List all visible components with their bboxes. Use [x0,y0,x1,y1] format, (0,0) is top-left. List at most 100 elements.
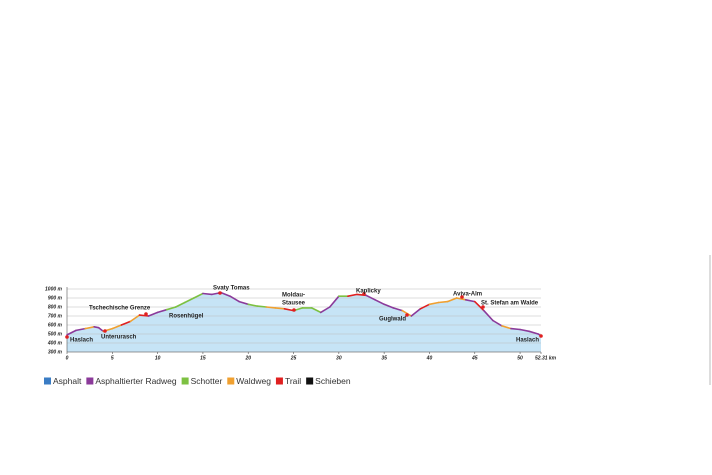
waypoint [362,292,366,296]
y-tick-label: 1000 m [45,286,63,292]
waypoint [481,305,485,309]
waypoint [539,334,543,338]
profile-segment [174,301,186,308]
y-tick-label: 300 m [48,349,63,355]
x-tick-label: 15 [200,355,206,361]
y-tick-label: 500 m [48,331,63,337]
annotation: Svaty Tomas [213,286,250,292]
annotation: Unterurasch [101,335,137,341]
legend-label: Asphaltierter Radweg [95,376,177,386]
profile-segment [483,309,494,322]
y-tick-label: 800 m [48,304,63,310]
profile-segment [97,326,105,333]
profile-segment [111,324,123,330]
annotation: Tschechische Grenze [89,306,151,312]
waypoint [292,308,296,312]
y-tick-label: 700 m [48,313,63,319]
profile-segment [256,305,268,308]
y-tick-label: 400 m [47,340,63,346]
profile-segment [156,308,168,314]
annotation: Rosenhügel [169,314,204,320]
legend-swatch [86,377,94,385]
x-tick-label: 40 [426,355,433,361]
profile-segment [274,307,286,310]
legend-swatch [227,377,235,385]
waypoint [405,313,409,317]
y-tick-label: 600 m [48,322,63,328]
annotation: St. Stefan am Walde [481,301,539,307]
waypoint [144,312,148,316]
profile-segment [528,330,539,335]
x-tick-label: 20 [244,355,251,361]
profile-segment [473,300,485,312]
profile-segment [120,320,132,326]
profile-segment [202,292,213,296]
profile-segment [138,314,150,317]
profile-segment [84,325,95,330]
waypoint [218,291,222,295]
profile-segment [310,307,322,314]
x-tick-label: 50 [517,355,523,361]
profile-segment [455,297,467,301]
profile-segment [165,306,177,311]
profile-segment [446,297,458,303]
profile-segment [283,307,295,312]
profile-segment [220,291,231,298]
legend-swatch [306,377,314,385]
profile-segment [265,306,277,309]
profile-segment [319,306,331,314]
elevation-area [67,292,541,352]
profile-segment [464,298,476,303]
profile-segment [410,307,422,317]
profile-segment [419,303,431,310]
annotation: Haslach [516,338,539,344]
legend-swatch [44,377,51,385]
profile-segment [365,294,376,301]
profile-segment [75,327,86,332]
annotation: Haslach [70,338,93,344]
profile-segment [437,300,449,304]
legend-label: Schotter [191,376,223,386]
profile-segment [229,295,240,303]
legend-swatch [275,377,283,385]
profile-segment [328,295,340,308]
profile-segment [129,314,141,323]
x-tick-label: 25 [290,355,297,361]
annotation: Guglwald [379,317,406,323]
x-tick-label: 10 [155,355,161,361]
profile-segment [519,328,530,333]
annotation: Stausee [282,301,306,307]
profile-segment [247,303,259,307]
profile-segment [193,292,204,299]
legend-label: Schieben [315,376,351,386]
x-tick-label: 52.31 km [535,355,557,361]
waypoint [65,335,69,339]
profile-segment [347,293,358,298]
profile-segment [238,300,250,306]
profile-segment [392,307,404,312]
x-tick-label: 45 [471,355,478,361]
waypoint [460,295,464,299]
y-tick-label: 900 m [48,295,63,301]
profile-segment [383,303,395,309]
profile-segment [428,301,440,306]
annotation: Kaplicky [356,289,381,295]
annotation: Moldau- [282,293,305,299]
profile-segment [501,325,512,330]
profile-segment [147,311,159,317]
profile-segment [183,297,195,304]
legend-label: Waldweg [236,376,271,386]
profile-segment [66,329,77,336]
legend-label: Asphalt [53,376,82,386]
waypoint [103,329,107,333]
x-tick-label: 30 [336,355,342,361]
profile-segment [510,327,521,331]
profile-segment [492,319,503,327]
x-tick-label: 5 [111,355,114,361]
profile-segment [374,298,385,306]
annotation: Aviva-Alm [453,292,482,298]
x-tick-label: 35 [381,355,387,361]
legend-label: Trail [285,376,301,386]
legend-swatch [181,377,189,385]
